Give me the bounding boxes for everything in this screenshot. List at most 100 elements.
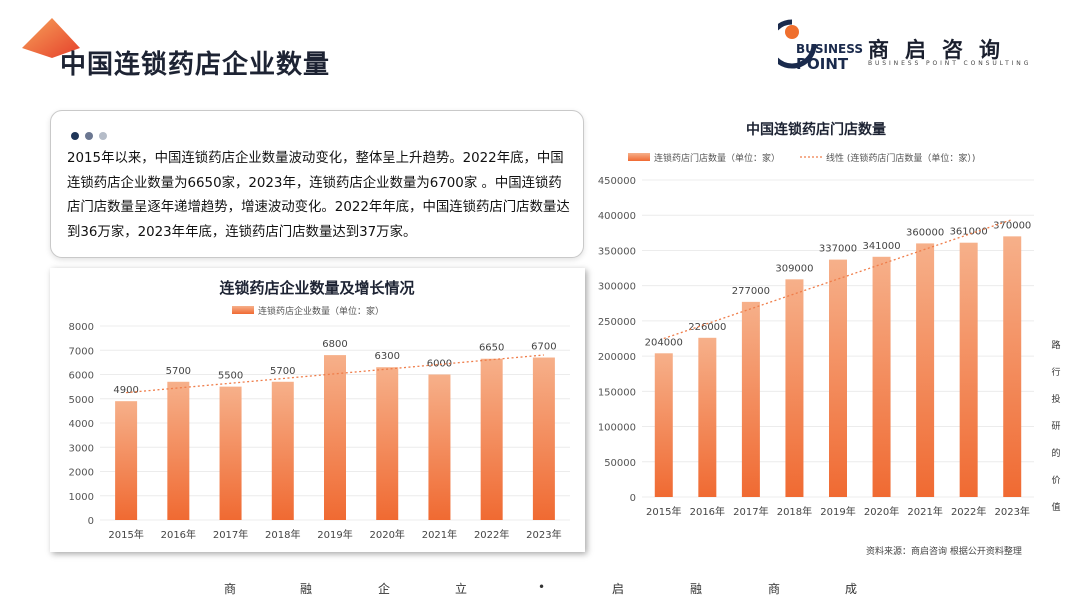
data-label: 361000 [950,227,988,238]
side-text-char: 研 [1051,422,1061,432]
data-label: 337000 [819,244,857,255]
x-tick-label: 2021年 [907,505,942,518]
x-tick-label: 2020年 [864,505,899,518]
x-tick-label: 2023年 [526,528,561,541]
footer-slogan: 商 融 企 立 • 启 融 商 成 [0,580,1080,600]
source-note: 资料来源：商启咨询 根据公开资料整理 [866,547,1022,557]
bar [698,337,717,497]
data-label: 5700 [270,366,295,377]
side-text-char: 值 [1051,503,1061,513]
bar [271,381,294,520]
x-tick-label: 2015年 [646,505,681,518]
legend-label: 连锁药店门店数量（单位：家） [654,152,780,164]
bar [872,256,891,497]
y-tick-label: 350000 [598,246,636,257]
x-tick-label: 2017年 [733,505,768,518]
x-tick-label: 2018年 [777,505,812,518]
side-vertical-text: 路行投研的价值 [1049,338,1063,527]
y-tick-label: 7000 [69,346,94,357]
data-label: 5500 [218,371,243,382]
footer-char: 商 [768,582,781,596]
data-label: 341000 [862,241,900,252]
data-label: 226000 [688,322,726,333]
data-label: 277000 [732,286,770,297]
corner-triangle-decoration [22,18,80,58]
legend-swatch [628,153,650,161]
y-tick-label: 3000 [69,443,94,454]
data-label: 5700 [166,366,191,377]
footer-char: 融 [300,582,313,596]
y-tick-label: 300000 [598,282,636,293]
side-text-char: 投 [1051,395,1061,405]
y-tick-label: 2000 [69,468,94,479]
side-text-char: 路 [1051,341,1061,351]
legend-swatch [232,306,254,314]
data-label: 6650 [479,343,504,354]
x-tick-label: 2016年 [161,528,196,541]
data-label: 360000 [906,227,944,238]
bar [480,358,503,520]
x-tick-label: 2019年 [317,528,352,541]
dot-3 [99,132,107,140]
bar [785,279,804,497]
footer-char: • [538,580,546,594]
x-tick-label: 2017年 [213,528,248,541]
logo-word-point: POINT [796,55,849,72]
x-tick-label: 2019年 [820,505,855,518]
footer-char: 商 [224,582,237,596]
bar [916,243,935,497]
y-tick-label: 5000 [69,395,94,406]
y-tick-label: 450000 [598,176,636,187]
y-tick-label: 0 [630,493,636,504]
dots-decoration [71,125,113,144]
side-text-char: 价 [1051,476,1061,486]
y-tick-label: 100000 [598,423,636,434]
business-point-logo-mark: BUSINESS POINT [778,19,863,72]
legend-trend-label: 线性 (连锁药店门店数量（单位：家）) [826,152,975,164]
bar [654,353,673,497]
side-text-char: 的 [1051,449,1061,459]
data-label: 6000 [427,359,452,370]
y-tick-label: 8000 [69,322,94,333]
logo-chinese-name: 商启咨询 [868,38,1016,62]
chart-title: 连锁药店企业数量及增长情况 [219,279,414,297]
logo-word-business: BUSINESS [796,42,863,56]
bar [219,386,242,520]
x-tick-label: 2022年 [474,528,509,541]
y-tick-label: 50000 [604,458,636,469]
data-label: 204000 [645,337,683,348]
bar [376,367,399,520]
y-tick-label: 250000 [598,317,636,328]
footer-char: 启 [612,582,625,596]
data-label: 4900 [113,385,138,396]
footer-char: 融 [690,582,703,596]
data-label: 370000 [993,220,1031,231]
footer-char: 立 [455,582,468,596]
y-tick-label: 6000 [69,371,94,382]
x-tick-label: 2018年 [265,528,300,541]
x-tick-label: 2016年 [690,505,725,518]
dot-2 [85,132,93,140]
data-label: 6800 [322,339,347,350]
data-label: 6300 [374,351,399,362]
summary-text: 2015年以来，中国连锁药店企业数量波动变化，整体呈上升趋势。2022年底，中国… [67,151,570,240]
x-tick-label: 2015年 [108,528,143,541]
trend-line [663,218,1013,340]
bar [324,355,346,520]
x-tick-label: 2022年 [951,505,986,518]
bar [428,374,451,520]
bar [1003,236,1022,497]
y-tick-label: 200000 [598,352,636,363]
page-title: 中国连锁药店企业数量 [60,50,331,80]
bar [829,259,847,497]
bar [959,242,978,497]
data-label: 6700 [531,342,556,353]
x-tick-label: 2020年 [369,528,404,541]
x-tick-label: 2021年 [422,528,457,541]
bar [167,381,190,520]
y-tick-label: 400000 [598,211,636,222]
dot-1 [71,132,79,140]
bar [741,301,760,497]
